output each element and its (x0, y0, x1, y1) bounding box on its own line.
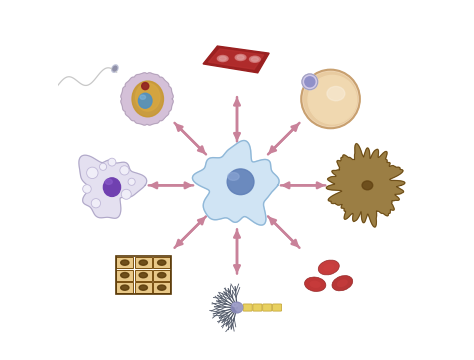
Ellipse shape (138, 93, 152, 108)
Ellipse shape (249, 56, 260, 62)
Polygon shape (192, 140, 279, 225)
Ellipse shape (157, 273, 166, 278)
Ellipse shape (228, 172, 239, 180)
FancyBboxPatch shape (116, 257, 133, 268)
Ellipse shape (318, 260, 339, 275)
Ellipse shape (304, 277, 326, 292)
Circle shape (142, 82, 149, 90)
Ellipse shape (219, 57, 226, 60)
Polygon shape (327, 144, 405, 227)
FancyBboxPatch shape (253, 304, 262, 311)
Ellipse shape (157, 285, 166, 290)
Polygon shape (209, 49, 264, 69)
Circle shape (87, 167, 98, 179)
Ellipse shape (121, 285, 129, 290)
Ellipse shape (121, 273, 129, 278)
Polygon shape (79, 155, 146, 218)
FancyBboxPatch shape (116, 282, 133, 293)
FancyBboxPatch shape (153, 257, 170, 268)
Ellipse shape (323, 264, 334, 271)
Circle shape (120, 166, 129, 175)
Ellipse shape (105, 179, 112, 184)
FancyBboxPatch shape (153, 282, 170, 293)
Ellipse shape (362, 181, 373, 190)
Ellipse shape (140, 95, 146, 99)
Circle shape (82, 185, 91, 193)
Ellipse shape (332, 275, 353, 291)
Circle shape (305, 77, 315, 87)
Circle shape (308, 75, 356, 124)
FancyBboxPatch shape (263, 304, 272, 311)
FancyBboxPatch shape (135, 257, 152, 268)
Circle shape (108, 158, 116, 166)
FancyBboxPatch shape (273, 304, 282, 311)
Ellipse shape (112, 65, 118, 72)
Ellipse shape (121, 260, 129, 265)
Polygon shape (203, 46, 269, 73)
Circle shape (235, 304, 242, 311)
Ellipse shape (233, 303, 238, 307)
Ellipse shape (132, 81, 164, 117)
Ellipse shape (327, 86, 345, 101)
Circle shape (304, 72, 357, 126)
Ellipse shape (231, 302, 243, 313)
FancyBboxPatch shape (116, 270, 133, 281)
Ellipse shape (157, 260, 166, 265)
Ellipse shape (136, 83, 160, 111)
FancyBboxPatch shape (135, 270, 152, 281)
Ellipse shape (237, 55, 244, 59)
Circle shape (100, 163, 107, 170)
FancyBboxPatch shape (135, 282, 152, 293)
FancyBboxPatch shape (243, 304, 252, 311)
Polygon shape (121, 73, 173, 125)
Circle shape (121, 189, 131, 199)
Ellipse shape (139, 273, 147, 278)
Ellipse shape (218, 55, 228, 62)
Circle shape (302, 74, 318, 90)
Ellipse shape (227, 169, 254, 195)
Circle shape (128, 178, 135, 185)
Ellipse shape (139, 260, 147, 265)
Ellipse shape (310, 281, 321, 288)
Ellipse shape (113, 66, 117, 71)
Ellipse shape (103, 178, 120, 197)
Circle shape (301, 70, 360, 128)
Ellipse shape (251, 57, 258, 61)
FancyBboxPatch shape (153, 270, 170, 281)
Ellipse shape (337, 279, 348, 287)
Circle shape (91, 199, 100, 208)
Ellipse shape (139, 285, 147, 290)
Ellipse shape (235, 54, 246, 60)
